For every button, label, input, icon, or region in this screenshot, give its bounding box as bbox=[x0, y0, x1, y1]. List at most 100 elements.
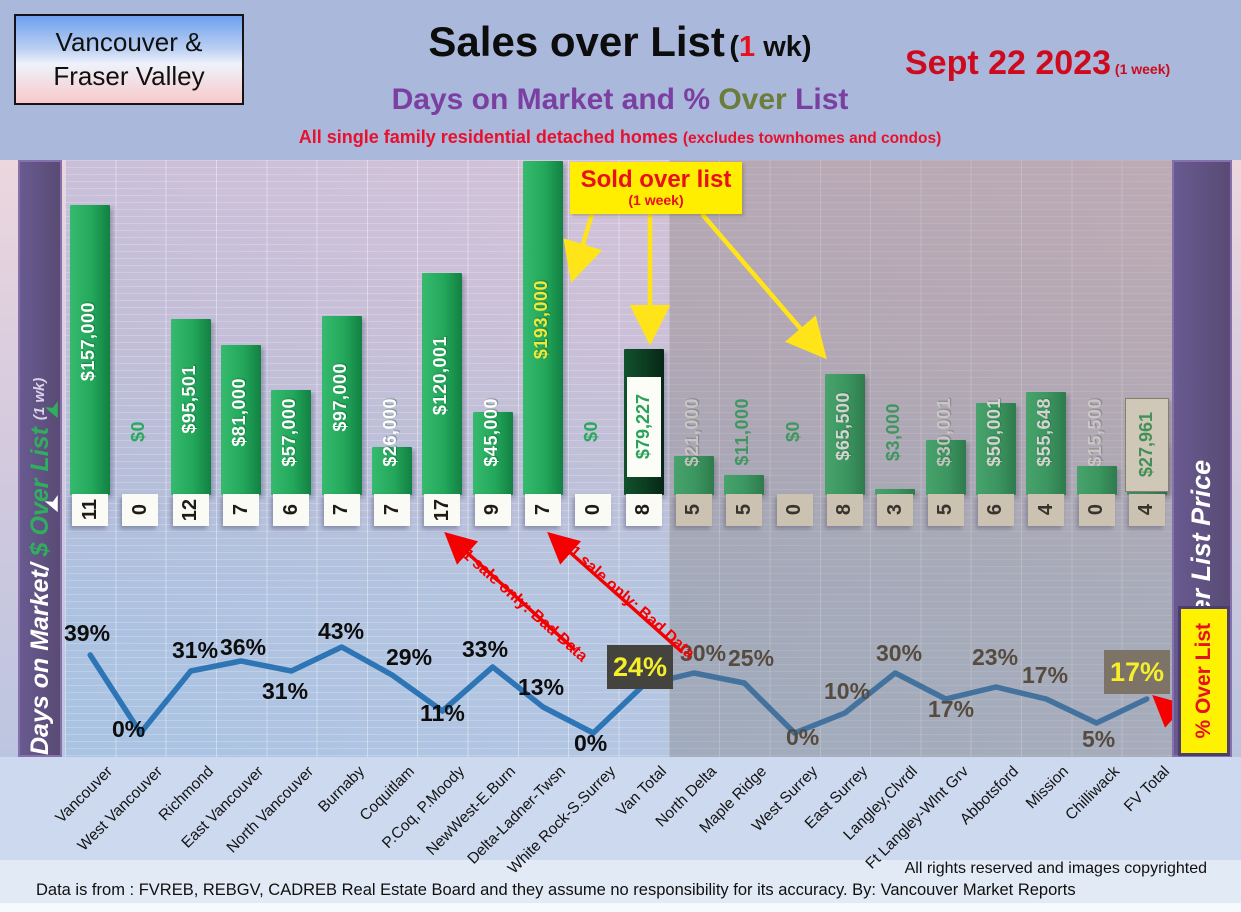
pct-label-van-total: 24% bbox=[607, 645, 673, 689]
bar-mission bbox=[1026, 392, 1067, 495]
pct-label-mission: 17% bbox=[1022, 662, 1069, 688]
bar-maple-ridge bbox=[724, 475, 765, 495]
sold-over-list-callout: Sold over list (1 week) bbox=[570, 162, 742, 214]
days-box-abbotsford: 6 bbox=[977, 494, 1014, 526]
left-axis-dollar-label: $ Over List bbox=[25, 420, 54, 557]
subtitle-part1: Days on Market and % bbox=[391, 83, 719, 116]
days-value-newwest-e-burn: 9 bbox=[481, 504, 504, 516]
days-box-fv-total: 4 bbox=[1128, 494, 1165, 526]
days-box-white-rock-s-surrey: 0 bbox=[575, 494, 612, 526]
days-box-ft-langley-wlnt-grv: 5 bbox=[927, 494, 964, 526]
pct-label-vancouver: 39% bbox=[64, 620, 111, 646]
bar-value-burnaby: $97,000 bbox=[329, 363, 350, 432]
footer-band bbox=[0, 860, 1241, 903]
bar-value-coquitlam: $26,000 bbox=[380, 397, 401, 467]
bar-east-surrey bbox=[824, 374, 865, 495]
bar-p-coq-p-moody bbox=[422, 273, 463, 495]
date-main: Sept 22 2023 bbox=[905, 44, 1112, 82]
days-box-east-surrey: 8 bbox=[826, 494, 863, 526]
days-value-p-coq-p-moody: 17 bbox=[430, 498, 453, 522]
pct-label-chilliwack: 5% bbox=[1082, 726, 1116, 752]
pct-over-list-axis-box: % Over List bbox=[1178, 606, 1230, 756]
days-box-p-coq-p-moody: 17 bbox=[424, 494, 461, 526]
days-value-west-vancouver: 0 bbox=[128, 504, 151, 516]
bar-coquitlam bbox=[372, 447, 413, 495]
bar-langley-clvrdl bbox=[875, 489, 916, 495]
bar-richmond bbox=[170, 319, 211, 495]
days-box-maple-ridge: 5 bbox=[726, 494, 763, 526]
days-box-langley-clvrdl: 3 bbox=[877, 494, 914, 526]
region-box: Vancouver & Fraser Valley bbox=[14, 14, 244, 105]
days-box-richmond: 12 bbox=[172, 494, 209, 526]
pct-label-fv-total: 17% bbox=[1104, 650, 1170, 694]
title-main: Sales over List bbox=[428, 18, 725, 65]
pct-label-white-rock-s-surrey: 0% bbox=[574, 730, 608, 756]
pct-label-north-vancouver: 31% bbox=[262, 678, 309, 704]
bar-value-p-coq-p-moody: $120,001 bbox=[430, 336, 451, 416]
days-value-delta-ladner-twsn: 7 bbox=[531, 504, 554, 516]
region-line2: Fraser Valley bbox=[53, 60, 205, 91]
subtitle-over: Over bbox=[718, 83, 787, 116]
pct-label-east-surrey: 10% bbox=[824, 678, 871, 704]
bar-ft-langley-wlnt-grv bbox=[925, 440, 966, 495]
title-paren-rest: wk) bbox=[755, 31, 812, 63]
tagline-paren: (excludes townhomes and condos) bbox=[682, 130, 942, 147]
bar-value-box-fv-total: $27,961 bbox=[1124, 398, 1169, 492]
days-value-vancouver: 11 bbox=[78, 499, 101, 521]
days-value-north-vancouver: 6 bbox=[279, 504, 302, 516]
bar-delta-ladner-twsn bbox=[523, 161, 564, 495]
bar-value-van-total: $79,227 bbox=[633, 394, 654, 460]
left-axis-sidebar: Days on Market/ $ Over List (1 wk) bbox=[18, 160, 62, 757]
bottom-strip bbox=[0, 903, 1241, 912]
days-value-burnaby: 7 bbox=[330, 504, 353, 516]
x-axis-band bbox=[0, 757, 1241, 860]
title-paren-open: ( bbox=[729, 31, 740, 63]
pct-label-p-coq-p-moody: 11% bbox=[420, 700, 465, 726]
days-box-mission: 4 bbox=[1028, 494, 1065, 526]
bar-east-vancouver bbox=[221, 345, 262, 495]
pct-label-langley-clvrdl: 30% bbox=[876, 640, 923, 666]
bar-chilliwack bbox=[1076, 466, 1117, 495]
days-box-vancouver: 11 bbox=[72, 494, 109, 526]
pct-label-newwest-e-burn: 33% bbox=[462, 636, 509, 662]
rights-text: All rights reserved and images copyright… bbox=[904, 860, 1207, 877]
page-subtitle: Days on Market and % Over List bbox=[300, 83, 940, 117]
days-box-burnaby: 7 bbox=[323, 494, 360, 526]
bar-north-delta bbox=[673, 456, 714, 495]
pct-label-west-surrey: 0% bbox=[786, 724, 820, 750]
days-box-van-total: 8 bbox=[625, 494, 662, 526]
bar-value-newwest-e-burn: $45,000 bbox=[480, 397, 501, 467]
pct-label-coquitlam: 29% bbox=[386, 644, 433, 670]
pct-label-delta-ladner-twsn: 13% bbox=[518, 674, 565, 700]
days-value-coquitlam: 7 bbox=[380, 504, 403, 516]
bar-value-white-rock-s-surrey: $0 bbox=[581, 421, 602, 443]
days-value-white-rock-s-surrey: 0 bbox=[581, 504, 604, 516]
pct-label-west-vancouver: 0% bbox=[112, 716, 146, 742]
source-text: Data is from : FVREB, REBGV, CADREB Real… bbox=[36, 881, 1076, 899]
bar-value-richmond: $95,501 bbox=[178, 364, 199, 434]
pct-label-ft-langley-wlnt-grv: 17% bbox=[928, 696, 975, 722]
report-date: Sept 22 2023 (1 week) bbox=[905, 44, 1241, 83]
days-box-newwest-e-burn: 9 bbox=[474, 494, 511, 526]
region-line1: Vancouver & bbox=[55, 26, 203, 57]
date-suffix: (1 week) bbox=[1111, 61, 1171, 77]
callout-line1: Sold over list bbox=[580, 165, 732, 193]
days-box-chilliwack: 0 bbox=[1078, 494, 1115, 526]
days-box-west-vancouver: 0 bbox=[122, 494, 159, 526]
bar-north-vancouver bbox=[271, 390, 312, 495]
pct-label-burnaby: 43% bbox=[318, 618, 365, 644]
subtitle-part2: List bbox=[786, 83, 849, 116]
bar-abbotsford bbox=[975, 403, 1016, 495]
days-box-north-delta: 5 bbox=[675, 494, 712, 526]
days-value-richmond: 12 bbox=[179, 498, 202, 522]
bar-burnaby bbox=[321, 316, 362, 495]
days-box-coquitlam: 7 bbox=[374, 494, 411, 526]
bar-vancouver bbox=[70, 205, 111, 495]
pct-label-east-vancouver: 36% bbox=[220, 634, 267, 660]
pct-label-abbotsford: 23% bbox=[972, 644, 1019, 670]
bar-value-west-vancouver: $0 bbox=[128, 421, 149, 443]
tagline: All single family residential detached h… bbox=[230, 127, 1010, 148]
bar-value-east-vancouver: $81,000 bbox=[229, 377, 250, 447]
callout-line2: (1 week) bbox=[628, 191, 684, 208]
left-axis-days-label: Days on Market/ bbox=[25, 556, 54, 755]
